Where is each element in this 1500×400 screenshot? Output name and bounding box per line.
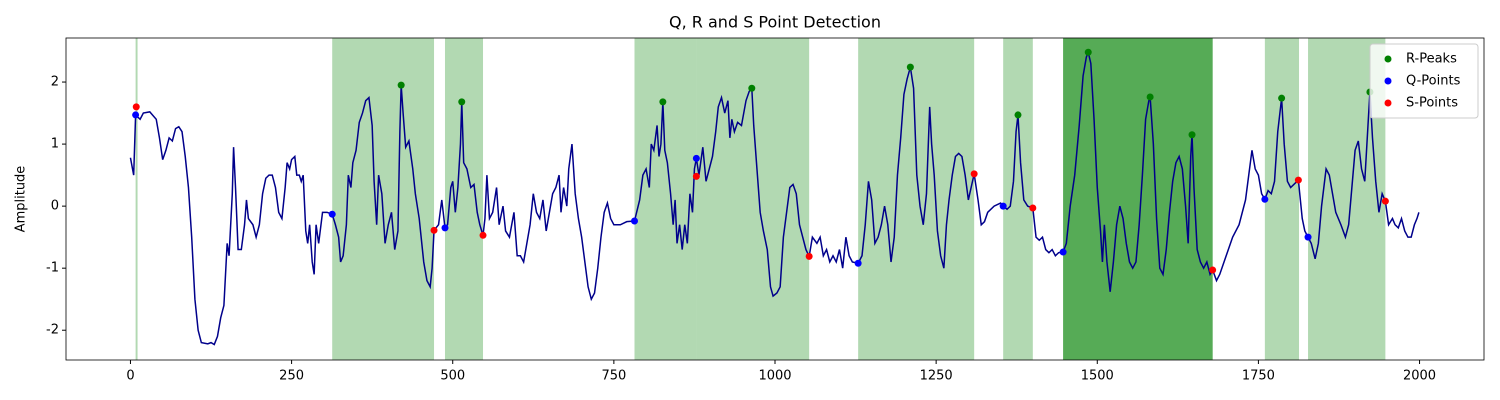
highlight-span [1063,38,1213,360]
point-marker [1304,233,1312,241]
y-tick-label: -1 [46,261,59,276]
x-tick-label: 0 [126,369,134,384]
point-marker [659,98,667,106]
point-marker [1146,93,1154,101]
highlight-span [1063,38,1213,360]
highlight-span [1264,38,1300,360]
x-tick-label: 250 [279,369,304,384]
x-tick-label: 1750 [1242,369,1275,384]
x-tick-label: 1500 [1081,369,1114,384]
point-marker [441,224,449,232]
x-tick-label: 500 [440,369,465,384]
y-tick-label: -2 [46,323,59,338]
point-marker [479,231,487,239]
y-tick-label: 0 [51,199,59,214]
legend-label: S-Points [1406,96,1458,111]
legend-marker [1384,55,1392,63]
highlight-span [634,38,697,360]
chart-title: Q, R and S Point Detection [669,13,881,32]
y-tick-label: 1 [51,137,59,152]
point-marker [906,63,914,71]
point-marker [1059,248,1067,256]
point-marker [854,259,862,267]
legend-marker [1384,99,1392,107]
point-marker [1029,204,1037,212]
point-marker [692,172,700,180]
point-marker [1084,48,1092,56]
point-marker [1188,131,1196,139]
highlight-span [696,38,810,360]
point-marker [132,111,140,119]
highlight-span [1003,38,1033,360]
point-marker [458,98,466,106]
legend: R-Peaks Q-Points S-Points [1369,43,1479,119]
point-marker [748,84,756,92]
legend-label: Q-Points [1406,74,1461,89]
point-marker [1294,176,1302,184]
highlight-span [332,38,435,360]
point-marker [970,170,978,178]
x-tick-label: 1250 [920,369,953,384]
point-marker [1381,197,1389,205]
x-tick-label: 2000 [1403,369,1436,384]
plot-area [129,38,1420,360]
point-marker [692,154,700,162]
signal-line [129,49,1420,346]
legend-box [1369,43,1479,119]
highlight-span [135,38,138,360]
point-marker [1014,111,1022,119]
highlight-span [858,38,975,360]
point-marker [1209,266,1217,274]
point-marker [805,252,813,260]
point-marker [397,81,405,89]
x-tick-label: 1000 [758,369,791,384]
legend-label: R-Peaks [1406,52,1457,67]
y-axis-label: Amplitude [14,166,29,233]
y-tick-label: 2 [51,75,59,90]
point-marker [630,217,638,225]
point-marker [1278,94,1286,102]
point-marker [1261,195,1269,203]
x-tick-label: 750 [601,369,626,384]
point-marker [430,226,438,234]
legend-marker [1384,77,1392,85]
point-marker [999,202,1007,210]
highlight-span [444,38,484,360]
point-marker [328,210,336,218]
highlight-span [1063,38,1213,360]
point-marker [132,103,140,111]
